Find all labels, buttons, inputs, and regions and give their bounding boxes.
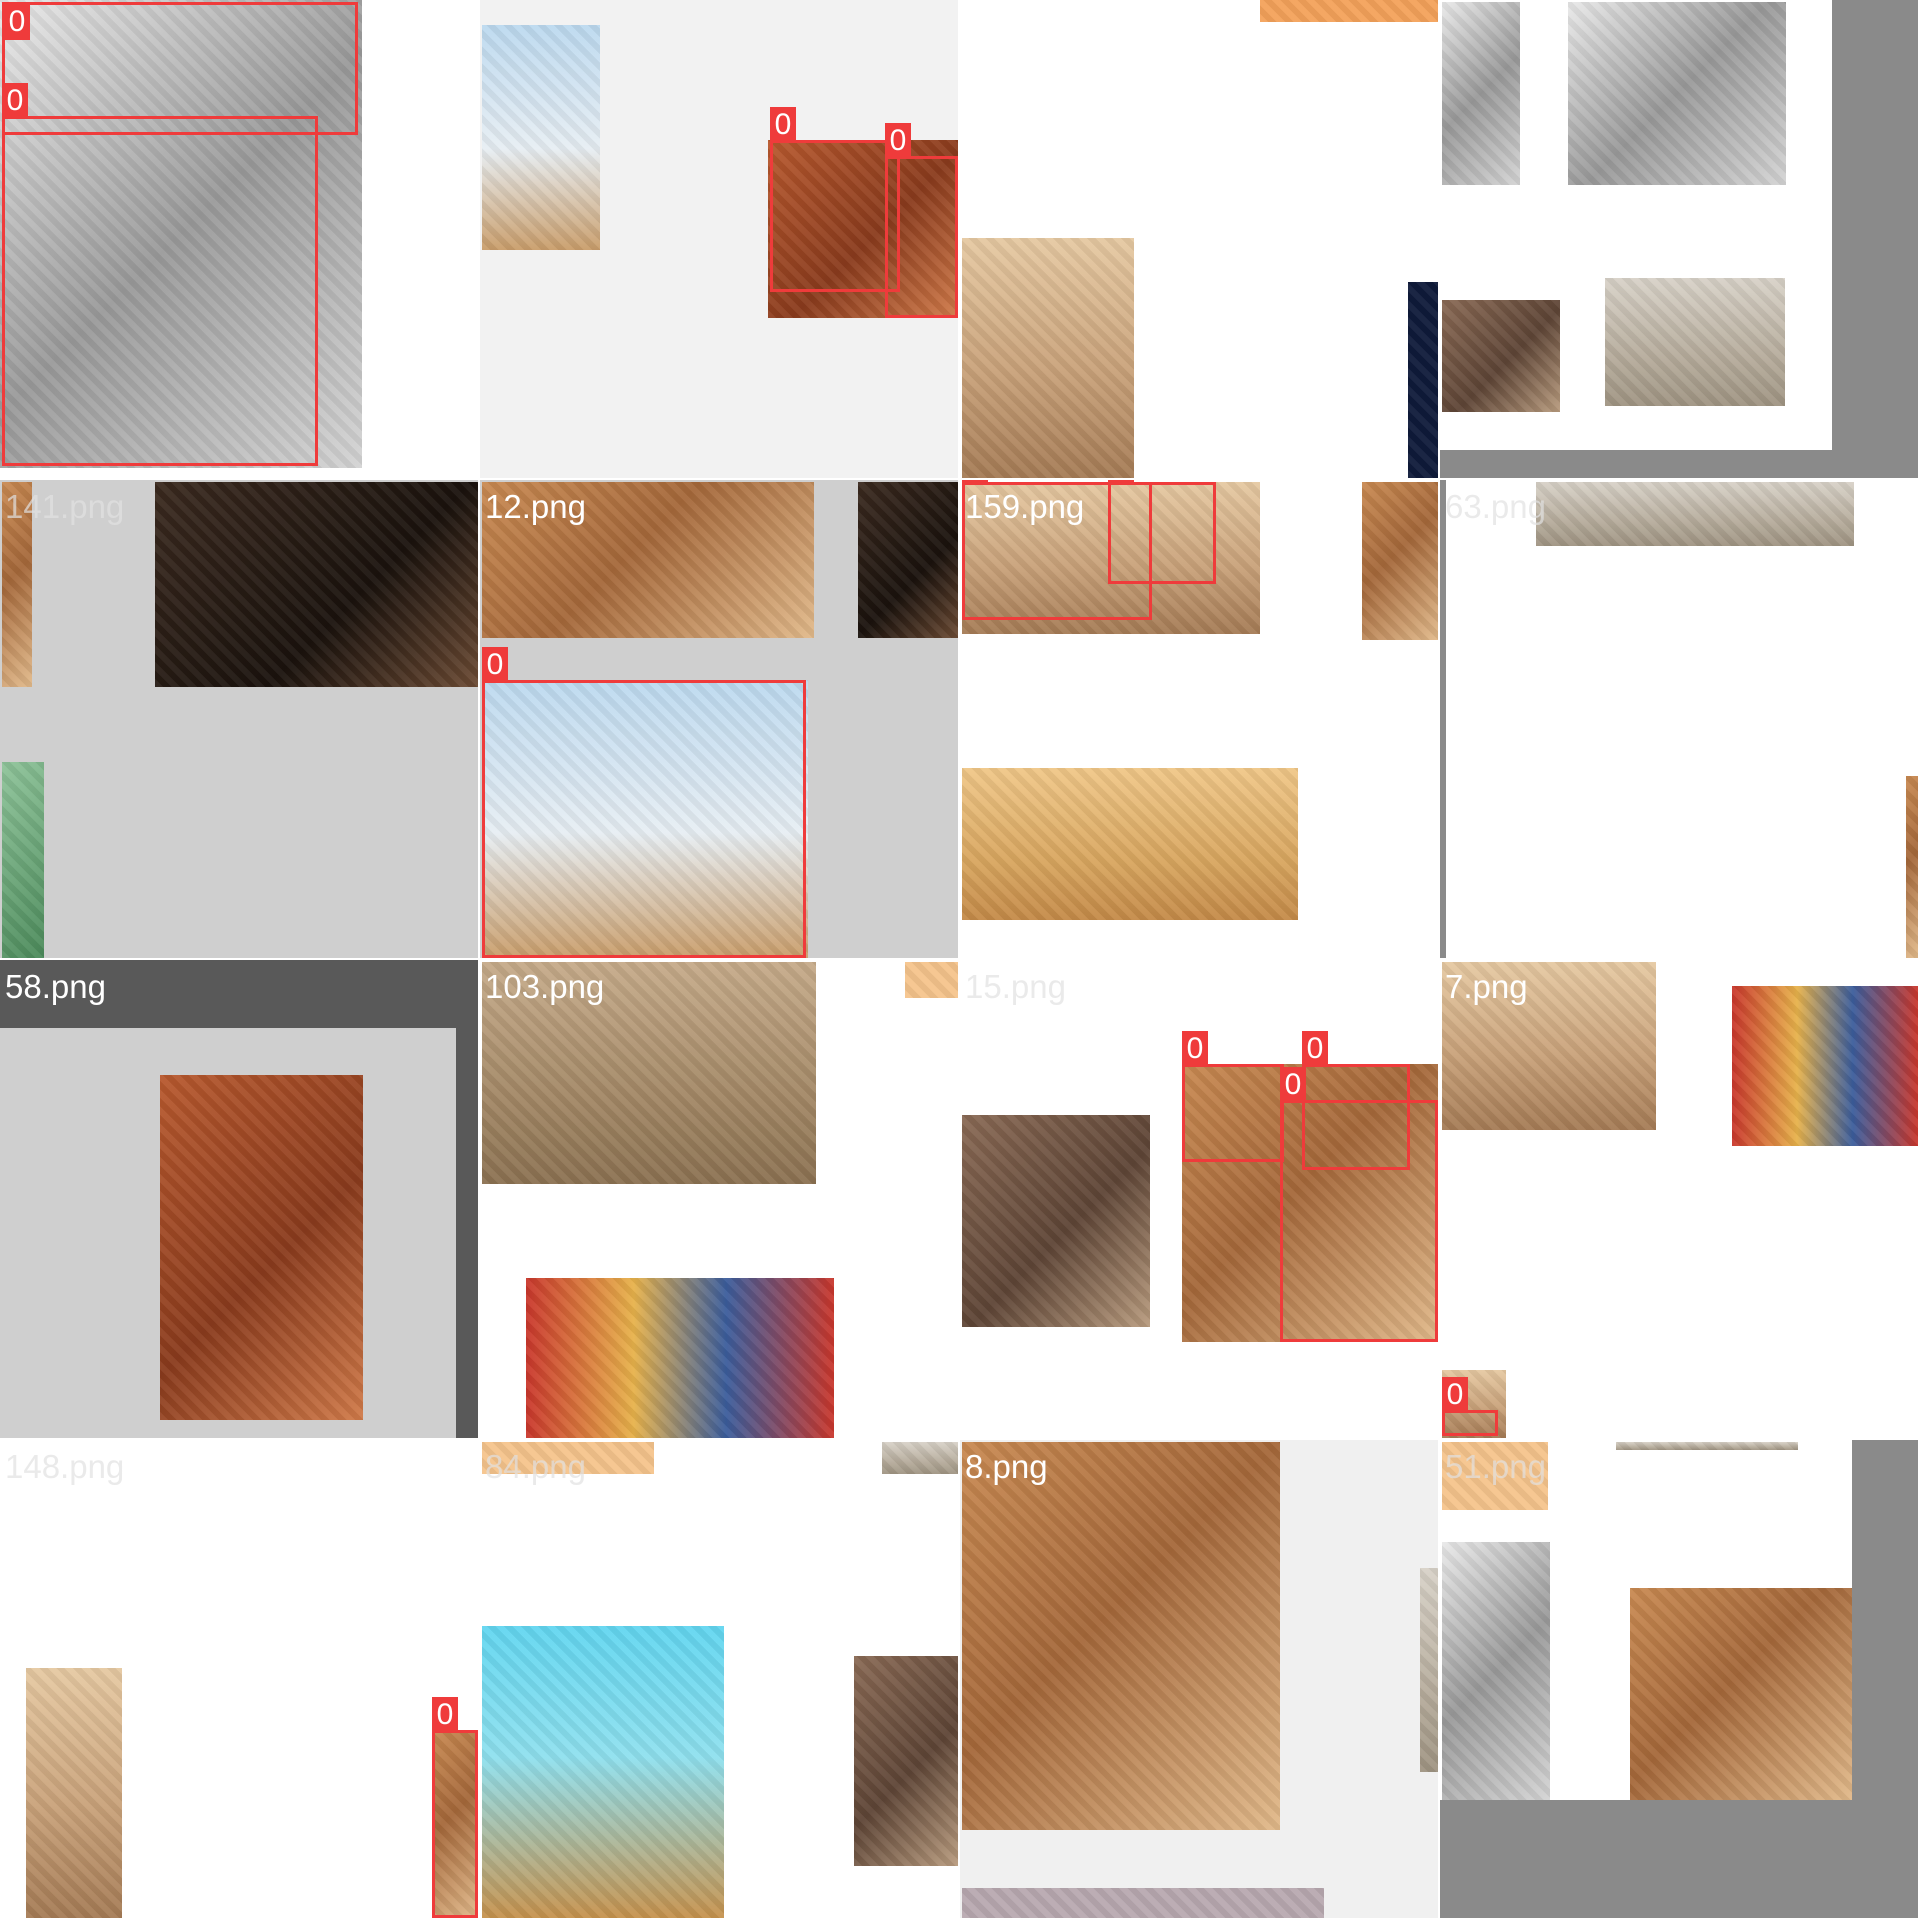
camel-photo	[1732, 986, 1918, 1146]
detection-label: 0	[1108, 480, 1134, 485]
camel-photo	[1362, 482, 1438, 640]
detection-label: 0	[770, 107, 796, 143]
detection-box: 0	[1280, 1067, 1438, 1342]
tile-2-4: 63.png	[1440, 480, 1918, 958]
tile-4-1: 0 148.png	[0, 1440, 478, 1918]
camel-photo	[1182, 1064, 1438, 1342]
detection-box: 0	[1302, 1031, 1410, 1170]
camel-photo	[1568, 2, 1786, 185]
detection-label: 0	[1182, 1031, 1208, 1067]
tile-border	[1440, 480, 1446, 958]
detection-label: 0	[1280, 1067, 1306, 1103]
detection-label: 0	[1442, 1377, 1468, 1413]
tile-4-3: 8.png	[960, 1440, 1438, 1918]
tile-1-2: 0 0	[480, 0, 958, 478]
tile-3-2: 103.png	[480, 960, 958, 1438]
camel-photo	[854, 1656, 958, 1866]
camel-photo	[26, 1668, 122, 1918]
photo-fragment	[1442, 1442, 1548, 1510]
camel-photo	[962, 482, 1260, 634]
camel-photo	[482, 1626, 724, 1918]
camel-photo	[1442, 2, 1520, 185]
camel-photo	[1442, 962, 1656, 1130]
photo-fragment	[2, 762, 44, 958]
camel-photo	[482, 25, 600, 250]
camel-photo	[526, 1278, 834, 1438]
camel-photo	[482, 482, 814, 638]
camel-photo	[1536, 482, 1854, 546]
detection-box: 0	[432, 1697, 478, 1918]
detection-box: 0	[1442, 1377, 1498, 1436]
camel-photo	[962, 1115, 1150, 1327]
camel-photo	[768, 140, 958, 318]
tile-2-2: 0 12.png	[480, 480, 958, 958]
tile-1-4	[1440, 0, 1918, 478]
detection-label: 0	[4, 4, 30, 40]
photo-fragment	[882, 1442, 958, 1474]
camel-photo	[1605, 278, 1785, 406]
tile-4-4: 51.png	[1440, 1440, 1918, 1918]
detection-box: 0	[2, 2, 358, 135]
tile-1-3	[960, 0, 1438, 478]
tile-2-1: 141.png	[0, 480, 478, 958]
tile-label: 148.png	[5, 1448, 125, 1485]
camel-photo	[962, 768, 1298, 920]
detection-box: 0	[1108, 480, 1216, 584]
camel-photo	[1442, 1542, 1550, 1800]
tile-1-1: 0 0	[0, 0, 478, 478]
camel-photo	[1630, 1588, 1852, 1800]
detection-label: 0	[1302, 1031, 1328, 1067]
camel-photo	[1442, 300, 1560, 412]
camel-photo	[432, 1730, 478, 1918]
photo-fragment	[1616, 1442, 1798, 1450]
photo-fragment	[962, 1888, 1324, 1918]
camel-photo	[962, 238, 1134, 478]
photo-fragment	[905, 962, 958, 998]
tile-label: 15.png	[965, 968, 1066, 1005]
tile-3-3: 0 0 0 15.png	[960, 960, 1438, 1438]
detection-label: 0	[482, 647, 508, 683]
detection-label: 0	[885, 123, 911, 159]
detection-label: 0	[962, 480, 988, 485]
photo-fragment	[482, 1442, 654, 1474]
photo-fragment	[1906, 776, 1918, 958]
camel-photo	[482, 962, 816, 1184]
camel-photo	[858, 482, 958, 638]
detection-box: 0	[885, 123, 958, 318]
tile-label: 63.png	[1445, 488, 1546, 525]
camel-photo	[160, 1075, 363, 1420]
detection-label: 0	[2, 83, 28, 119]
camel-photo	[155, 482, 478, 687]
camel-photo	[482, 680, 808, 958]
detection-box: 0	[2, 83, 318, 466]
detection-label: 0	[432, 1697, 458, 1733]
detection-box: 0	[770, 107, 900, 292]
tile-label: 58.png	[5, 968, 106, 1005]
camel-photo	[962, 1442, 1280, 1830]
camel-photo	[0, 0, 362, 468]
tile-4-2: 84.png	[480, 1440, 958, 1918]
photo-fragment	[1260, 0, 1438, 22]
photo-fragment	[1408, 282, 1438, 478]
camel-photo	[2, 482, 32, 687]
tile-2-3: 0 0 159.png	[960, 480, 1438, 958]
tile-3-1: 58.png	[0, 960, 478, 1438]
detection-box: 0	[1182, 1031, 1284, 1162]
detection-box: 0	[962, 480, 1152, 620]
detection-box: 0	[482, 647, 806, 958]
photo-fragment	[1420, 1568, 1438, 1772]
tile-3-4: 0 7.png	[1440, 960, 1918, 1438]
